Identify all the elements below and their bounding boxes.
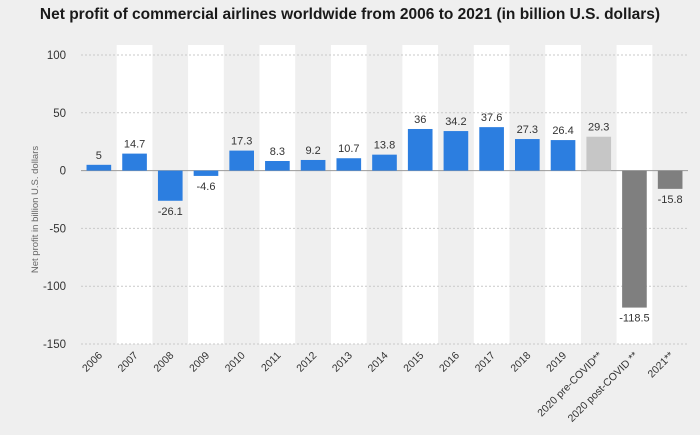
bar: [479, 127, 504, 171]
column-band: [259, 45, 296, 344]
bars: [86, 127, 683, 308]
data-labels: 5 14.7 -26.1 -4.6 17.3 8.3 9.2 10.7 13.8 36 34.2 37…: [96, 112, 683, 324]
x-tick-label: 2020 pre-COVID**: [535, 350, 605, 420]
column-band: [473, 45, 510, 344]
x-tick-label: 2006: [80, 350, 105, 375]
y-tick-label: 100: [47, 50, 66, 62]
bar: [586, 136, 612, 171]
x-tick-label: 2016: [437, 350, 462, 375]
x-tick-label: 2021**: [645, 350, 676, 381]
column-bands: [116, 45, 653, 344]
x-tick-label: 2019: [544, 350, 569, 375]
bar: [443, 131, 469, 171]
x-tick-label: 2015: [401, 350, 426, 375]
bar: [550, 140, 576, 171]
data-label: -15.8: [658, 194, 683, 206]
x-tick-label: 2011: [259, 350, 284, 375]
bar: [300, 159, 326, 171]
x-axis-ticks: 2006 2007 2008 2009 2010 2011 2012 2013 2014 2015…: [80, 350, 676, 425]
data-label: 5: [96, 150, 102, 162]
bar: [265, 161, 290, 171]
bar: [86, 164, 112, 171]
y-tick-label: -50: [49, 223, 66, 235]
data-label: 26.4: [552, 125, 573, 137]
y-axis-label: Net profit in billion U.S. dollars: [30, 146, 41, 273]
data-label: 8.3: [270, 146, 285, 158]
chart-title: Net profit of commercial airlines worldw…: [39, 6, 661, 23]
bar: [229, 150, 254, 171]
x-tick-label: 2009: [187, 350, 212, 375]
data-label: -118.5: [619, 313, 649, 325]
y-axis-ticks: 100 50 0 -50 -100 -150: [43, 50, 66, 351]
data-label: 34.2: [445, 116, 466, 128]
column-band: [545, 45, 581, 344]
data-label: -4.6: [196, 181, 215, 193]
column-band: [116, 45, 153, 344]
y-tick-label: -150: [43, 339, 66, 351]
y-tick-label: 0: [60, 166, 66, 178]
bar: [622, 170, 647, 308]
data-label: 10.7: [338, 143, 359, 155]
x-tick-label: 2010: [223, 350, 248, 375]
data-label: 27.3: [517, 124, 538, 136]
bar: [193, 170, 219, 176]
x-tick-label: 2018: [508, 350, 533, 375]
bar: [372, 154, 397, 171]
data-label: 17.3: [231, 136, 252, 148]
x-tick-label: 2013: [330, 350, 355, 375]
x-tick-label: 2020 post-COVID **: [566, 350, 641, 425]
y-tick-label: -100: [43, 281, 66, 293]
bar: [336, 158, 362, 171]
data-label: 13.8: [374, 140, 395, 152]
bar: [407, 128, 433, 171]
data-label: -26.1: [158, 206, 183, 218]
data-label: 29.3: [588, 122, 609, 134]
y-tick-label: 50: [53, 108, 66, 120]
bar: [657, 170, 683, 189]
x-tick-label: 2012: [294, 350, 319, 375]
x-tick-label: 2017: [473, 350, 498, 375]
column-band: [188, 45, 224, 344]
bar: [122, 153, 147, 171]
bar: [157, 170, 183, 201]
x-tick-label: 2007: [116, 350, 141, 375]
column-band: [402, 45, 439, 344]
data-label: 9.2: [305, 145, 320, 157]
data-label: 14.7: [124, 139, 145, 151]
column-band: [330, 45, 367, 344]
data-label: 37.6: [481, 112, 502, 124]
x-tick-label: 2008: [151, 350, 176, 375]
x-tick-label: 2014: [366, 350, 391, 375]
bar: [515, 139, 540, 171]
data-label: 36: [414, 114, 426, 126]
